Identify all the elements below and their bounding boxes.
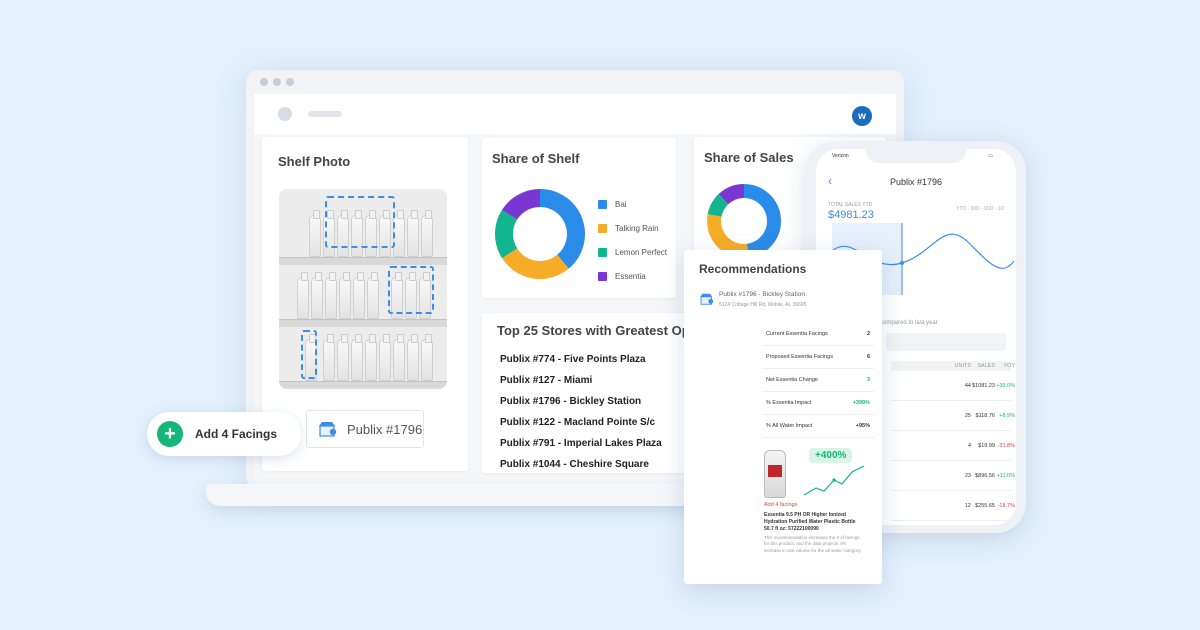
brand-logo[interactable]: w [852,106,872,126]
top-stores-title: Top 25 Stores with Greatest Opportunity [497,323,692,338]
store-list-item[interactable]: Publix #122 - Macland Pointe S/c [500,417,656,428]
store-chip[interactable]: Publix #1796 [306,410,424,448]
add-facings-link[interactable]: Add 4 facings [764,502,798,508]
rec-store-name: Publix #1796 - Bickley Station [719,291,805,298]
shelf-row-3 [279,321,447,381]
window-dot-maximize[interactable] [286,78,294,86]
legend-label: Essentia [615,271,646,281]
filter-input[interactable] [886,333,1006,351]
store-pin-icon [319,421,337,437]
back-icon[interactable]: ‹ [828,174,832,188]
col-sales: SALES [977,363,995,369]
legend-label: Bai [615,199,627,209]
share-of-sales-title: Share of Sales [704,150,794,165]
total-sales-label: TOTAL SALES YTD [828,202,873,208]
store-pin-icon [700,292,714,305]
store-list-item[interactable]: Publix #1796 - Bickley Station [500,396,642,407]
rec-metric-row: % All Water Impact +95% [762,415,874,438]
rec-metrics-table: Current Essentia Facings 2 Proposed Essen… [762,323,874,438]
rec-metric-row: % Essentia Impact +399% [762,392,874,415]
legend-item: Lemon Perfect [598,240,667,264]
recommendations-title: Recommendations [699,262,807,276]
store-list-item[interactable]: Publix #774 - Five Points Plaza [500,354,646,365]
range-selector[interactable]: YTD · 30D · 90D · 1D [956,206,1005,212]
plus-icon: + [157,421,183,447]
donut-slice[interactable] [539,189,585,269]
phone-sales-table: UNITS SALES YOY 44 $1081.23 +39.0% 25 $118.… [891,361,1015,521]
product-bottle-image [764,450,786,498]
add-facings-label: Add 4 Facings [195,427,278,441]
rec-metric-row: Current Essentia Facings 2 [762,323,874,346]
share-of-shelf-card: Share of Shelf Bai Talking Rain Lemon Pe… [482,138,676,298]
detection-box[interactable] [325,196,395,248]
donut-slice[interactable] [718,184,745,205]
window-controls [246,70,904,94]
phone-notch [866,149,966,163]
table-row[interactable]: 4 $19.99 -31.8% [891,431,1015,461]
shelf-photo-title: Shelf Photo [278,154,351,169]
carrier-label: Verizon [832,153,849,159]
legend-item: Bai [598,192,667,216]
table-row[interactable]: 44 $1081.23 +39.0% [891,371,1015,401]
shelf-photo-image[interactable] [279,189,447,389]
donut-slice[interactable] [502,189,541,220]
add-facings-button[interactable]: + Add 4 Facings [147,412,301,456]
col-yoy: YOY [1003,363,1015,369]
detection-box[interactable] [388,266,434,314]
detection-box[interactable] [301,330,317,379]
compare-label: compared to last year [880,320,938,326]
battery-icon: ▭ [988,153,993,159]
table-row[interactable]: 23 $896.56 +11.0% [891,461,1015,491]
donut-slice[interactable] [502,248,569,279]
recommendation-description: This recommendation increases the # of f… [764,535,862,553]
donut-slice[interactable] [707,194,729,218]
share-of-shelf-legend: Bai Talking Rain Lemon Perfect Essentia [598,192,667,288]
rec-store-address: 5124 Cottage Hill Rd, Mobile, AL 36695 [719,302,807,308]
product-name: Essentia 9.5 PH OR Higher Ionized Hydrat… [764,512,856,532]
table-row[interactable]: 25 $118.76 +8.9% [891,401,1015,431]
nav-placeholder [308,111,342,117]
top-stores-card: Top 25 Stores with Greatest Opportunity … [482,313,692,473]
share-of-shelf-title: Share of Shelf [492,151,580,166]
shelf-row-2 [279,259,447,319]
legend-item: Essentia [598,264,667,288]
legend-label: Lemon Perfect [615,247,668,257]
store-list-item[interactable]: Publix #127 - Miami [500,375,593,386]
total-sales-value: $4981.23 [828,209,874,221]
top-stores-list: Publix #774 - Five Points Plaza Publix #… [500,353,662,473]
phone-title: Publix #1796 [889,177,943,187]
store-chip-label: Publix #1796 [347,421,423,437]
donut-slice[interactable] [495,209,518,259]
recommendations-card: Recommendations Publix #1796 - Bickley S… [684,250,882,584]
legend-item: Talking Rain [598,216,667,240]
impact-badge: +400% [809,448,853,463]
donut-slice[interactable] [707,214,749,258]
trend-up-icon [803,465,865,496]
col-units: UNITS [954,363,972,369]
rec-metric-row: Proposed Essentia Facings 6 [762,346,874,369]
store-list-item[interactable]: Publix #791 - Imperial Lakes Plaza [500,438,662,449]
avatar-placeholder[interactable] [278,107,292,121]
rec-metric-row: Net Essentia Change 3 [762,369,874,392]
app-header: w [254,94,896,134]
table-row[interactable]: 12 $255.65 -18.7% [891,491,1015,521]
donut-slice[interactable] [743,184,781,258]
window-dot-minimize[interactable] [273,78,281,86]
store-list-item[interactable]: Publix #1044 - Cheshire Square [500,459,649,470]
share-of-shelf-donut[interactable] [490,186,590,286]
legend-label: Talking Rain [615,223,659,233]
window-dot-close[interactable] [260,78,268,86]
table-header: UNITS SALES YOY [891,361,1015,371]
